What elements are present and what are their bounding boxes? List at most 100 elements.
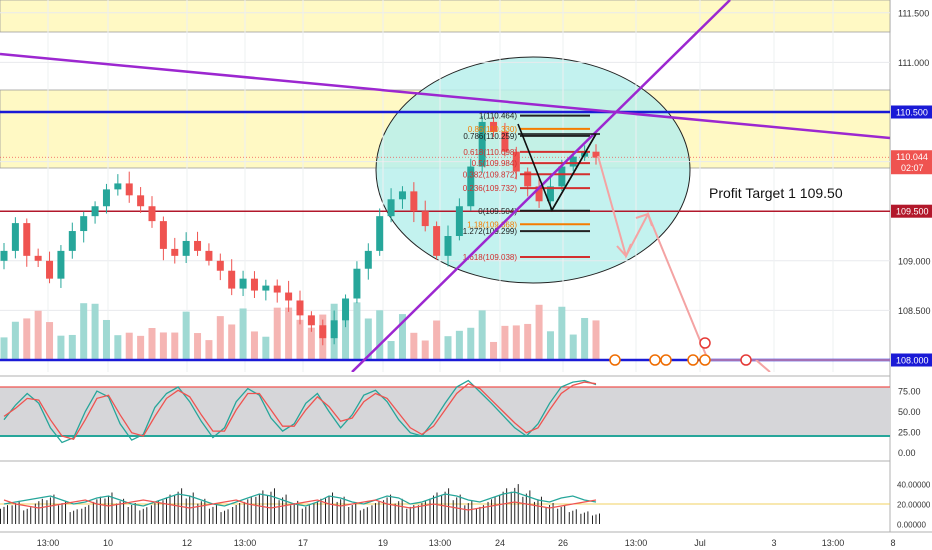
candle-body — [273, 285, 281, 293]
candle-body — [433, 226, 441, 256]
volume-bar — [342, 318, 350, 360]
candle-body — [205, 250, 213, 261]
volume-bar — [581, 317, 589, 360]
candle-body — [262, 285, 270, 291]
price-tick-label: 111.500 — [898, 8, 929, 18]
candle-body — [216, 260, 224, 271]
fib-level-label: 0.618(110.098) — [463, 148, 517, 157]
volume-bar — [159, 332, 167, 360]
volume-bar — [102, 319, 110, 360]
price-tag-label: 109.500 — [896, 207, 929, 217]
hist-line-2 — [3, 499, 597, 511]
price-axis — [890, 0, 932, 550]
descending-trendline[interactable] — [0, 52, 890, 140]
time-tick-label: 17 — [298, 538, 308, 548]
candle-body — [330, 320, 338, 339]
volume-bar — [250, 331, 258, 360]
time-tick-label: 13:00 — [234, 538, 257, 548]
candle-body — [524, 171, 532, 187]
candle-body — [239, 278, 247, 289]
fib-level-label: 0.236(109.732) — [463, 184, 518, 193]
time-tick-label: 26 — [558, 538, 568, 548]
profit-target-label: Profit Target 1 109.50 — [709, 185, 843, 201]
volume-bar — [467, 327, 475, 360]
candle-body — [102, 189, 110, 207]
volume-bar — [171, 332, 179, 360]
volume-bar — [194, 333, 202, 360]
candle-body — [501, 131, 509, 152]
candle-body — [159, 221, 167, 249]
candle-body — [546, 186, 554, 202]
candle-body — [592, 151, 600, 158]
candle-body — [398, 191, 406, 200]
supply-zone — [0, 0, 891, 33]
volume-bar — [524, 323, 532, 360]
fib-level-label: 0.382(109.872) — [463, 170, 518, 179]
volume-bar — [239, 308, 247, 360]
volume-bar — [478, 310, 486, 360]
candle-body — [68, 231, 76, 251]
volume-bar — [125, 332, 133, 360]
candle-body — [23, 223, 31, 256]
candle-body — [80, 216, 88, 232]
fib-level-label: 1.618(109.038) — [463, 253, 518, 262]
stoch-tick-label: 0.00 — [898, 448, 916, 458]
price-tick-label: 109.000 — [898, 256, 931, 266]
price-tag — [891, 204, 932, 218]
volume-bar — [569, 334, 577, 360]
fib-level-label: 0(109.504) — [478, 207, 517, 216]
volume-bar — [91, 303, 99, 360]
time-tick-label: 13:00 — [822, 538, 845, 548]
volume-bar — [273, 307, 281, 360]
volume-bar — [398, 314, 406, 360]
volume-bar — [410, 332, 418, 360]
stoch-tick-label: 75.00 — [898, 387, 921, 397]
volume-bar — [34, 310, 42, 360]
price-tag — [891, 150, 932, 175]
candle-body — [137, 195, 145, 207]
time-tick-label: Jul — [694, 538, 706, 548]
time-tick-label: 10 — [103, 538, 113, 548]
hist-line-1 — [3, 491, 597, 507]
volume-bar — [307, 327, 315, 360]
candle-body — [467, 166, 475, 207]
stoch-tick-label: 50.00 — [898, 407, 921, 417]
volume-bar — [353, 302, 361, 360]
volume-bar — [148, 327, 156, 360]
time-tick-label: 12 — [182, 538, 192, 548]
volume-bar — [46, 322, 54, 360]
ascending-trendline[interactable] — [351, 0, 731, 372]
candle-body — [387, 199, 395, 217]
candle-body — [535, 186, 543, 202]
candle-body — [512, 151, 520, 172]
candle-body — [376, 216, 384, 251]
candle-body — [410, 191, 418, 212]
volume-bar — [216, 316, 224, 360]
candle-body — [490, 121, 498, 132]
candle-body — [148, 206, 156, 222]
price-tick-label: 108.500 — [898, 306, 931, 316]
volume-bar — [57, 335, 65, 360]
time-tick-label: 8 — [890, 538, 895, 548]
candle-body — [46, 260, 54, 279]
hist-tick-label: 40.00000 — [897, 481, 931, 490]
time-tick-label: 13:00 — [625, 538, 648, 548]
candle-body — [455, 206, 463, 236]
candle-body — [34, 255, 42, 261]
price-tick-label: 111.000 — [898, 58, 929, 68]
event-markers[interactable] — [609, 337, 752, 366]
price-tag — [891, 105, 932, 119]
candle-body — [182, 240, 190, 256]
volume-bar — [490, 341, 498, 360]
hist-tick-label: 0.00000 — [897, 521, 926, 530]
candle-body — [171, 248, 179, 256]
stoch-band — [0, 387, 890, 436]
candle-body — [307, 315, 315, 326]
volume-bar — [535, 304, 543, 360]
volume-bar — [228, 324, 236, 360]
price-tag — [891, 353, 932, 367]
candle-body — [444, 236, 452, 256]
volume-bar — [182, 311, 190, 360]
volume-bar — [80, 303, 88, 360]
